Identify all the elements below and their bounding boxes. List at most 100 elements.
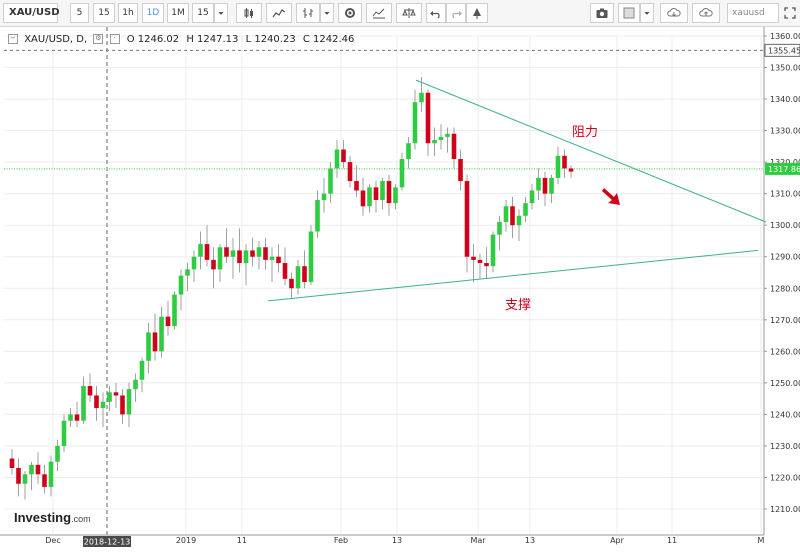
legend-symbol: XAU/USD, D, bbox=[24, 34, 88, 45]
candle-body bbox=[139, 360, 145, 380]
candle-body bbox=[445, 133, 450, 137]
candle-body bbox=[22, 474, 28, 484]
candle-up bbox=[146, 322, 151, 374]
candle-body bbox=[113, 392, 119, 396]
candle-body bbox=[373, 187, 379, 200]
bars-chart-icon[interactable] bbox=[296, 3, 320, 23]
settings-gear-icon[interactable] bbox=[338, 3, 362, 23]
redo-icon[interactable] bbox=[446, 3, 466, 23]
candle-body bbox=[198, 244, 203, 257]
price-tick-label: 1360.00 bbox=[770, 32, 800, 41]
price-axis: 1360.00 1350.00 1340.00 1330.00 1320.00 1310.… bbox=[763, 27, 800, 535]
candle-body bbox=[432, 140, 437, 144]
candle-body bbox=[334, 149, 340, 169]
candle-body bbox=[165, 316, 171, 327]
candle-up bbox=[399, 152, 405, 191]
resistance-label: 阻力 bbox=[572, 125, 598, 140]
drawing-tools-icon[interactable] bbox=[466, 3, 488, 23]
candle-body bbox=[100, 401, 106, 409]
candle-body bbox=[360, 190, 366, 207]
candle-up bbox=[243, 244, 249, 286]
time-tick-label: Feb bbox=[334, 536, 348, 545]
interval-1d-button[interactable]: 1D bbox=[142, 3, 164, 23]
candle-up bbox=[555, 146, 561, 185]
time-axis: Dec 2019 11 Feb 13 Mar 13 Apr 11 M 2018-12-13 bbox=[0, 534, 765, 547]
candle-body bbox=[497, 222, 502, 235]
price-tick-label: 1280.00 bbox=[770, 284, 800, 293]
candle-down bbox=[341, 140, 346, 169]
collapse-icon[interactable]: − bbox=[8, 34, 18, 44]
down-arrow-icon bbox=[602, 188, 620, 205]
candle-up bbox=[22, 471, 28, 500]
candle-body bbox=[490, 234, 496, 267]
symbol-input[interactable]: XAU/USD bbox=[3, 3, 60, 23]
area-chart-icon[interactable] bbox=[266, 3, 292, 23]
price-tick-label: 1290.00 bbox=[770, 253, 800, 262]
candle-body bbox=[263, 247, 268, 260]
candle-down bbox=[74, 401, 80, 428]
candle-down bbox=[542, 171, 548, 207]
candle-down bbox=[282, 247, 288, 286]
interval-1h-button[interactable]: 1h bbox=[118, 3, 138, 23]
candle-down bbox=[458, 149, 463, 191]
interval-5-button[interactable]: 5 bbox=[70, 3, 89, 23]
candle-body bbox=[549, 177, 554, 194]
candle-down bbox=[42, 464, 47, 494]
candle-up bbox=[497, 215, 502, 251]
candlestick-chart-svg[interactable]: 1360.00 1350.00 1340.00 1330.00 1320.00 1310.… bbox=[0, 27, 800, 549]
candle-down bbox=[477, 253, 483, 279]
candle-up bbox=[438, 124, 444, 150]
candle-body bbox=[61, 420, 67, 446]
candle-up bbox=[139, 357, 145, 393]
candle-up bbox=[172, 291, 177, 330]
interval-15-button[interactable]: 15 bbox=[93, 3, 115, 23]
candle-body bbox=[451, 133, 457, 159]
chart-toolbar: XAU/USD 5 15 1h 1D 1M 15 bbox=[0, 0, 800, 27]
candle-up bbox=[295, 259, 301, 295]
candle-body bbox=[172, 294, 177, 327]
chart-type-dropdown-chevron-icon[interactable] bbox=[320, 3, 334, 23]
candle-down bbox=[562, 149, 567, 178]
candle-body bbox=[237, 250, 242, 264]
legend-hide-icon[interactable]: · bbox=[109, 34, 120, 44]
candle-up bbox=[256, 240, 262, 270]
interval-select[interactable]: 15 bbox=[192, 3, 214, 23]
candles-group bbox=[9, 76, 574, 500]
time-tick-label: Dec bbox=[45, 536, 60, 545]
candle-down bbox=[120, 389, 125, 424]
symbol-search-input[interactable]: xauusd bbox=[727, 3, 779, 23]
scales-compare-icon[interactable] bbox=[396, 3, 422, 23]
template-square-icon[interactable] bbox=[618, 3, 640, 23]
legend-settings-icon[interactable]: ⚙ bbox=[93, 34, 104, 44]
candle-body bbox=[230, 250, 236, 257]
logo-suffix: .com bbox=[71, 514, 91, 524]
candle-down bbox=[250, 237, 255, 267]
candle-body bbox=[185, 269, 190, 276]
legend-low: L 1240.23 bbox=[245, 34, 296, 45]
cloud-load-icon[interactable] bbox=[660, 3, 688, 23]
candle-up bbox=[516, 209, 522, 241]
candle-body bbox=[380, 181, 385, 200]
dashed-level-box bbox=[764, 43, 800, 57]
template-dropdown-chevron-icon[interactable] bbox=[640, 3, 654, 23]
crosshair-date-label: 2018-12-13 bbox=[84, 538, 131, 547]
candles-icon[interactable] bbox=[236, 3, 262, 23]
candle-body bbox=[146, 332, 151, 361]
candle-body bbox=[133, 379, 138, 390]
price-tick-label: 1310.00 bbox=[770, 190, 800, 199]
candle-body bbox=[204, 244, 210, 260]
interval-1m-button[interactable]: 1M bbox=[167, 3, 189, 23]
candle-body bbox=[74, 414, 80, 421]
indicators-icon[interactable] bbox=[366, 3, 392, 23]
candle-body bbox=[107, 392, 112, 402]
interval-dropdown-chevron-icon[interactable] bbox=[214, 3, 228, 23]
camera-icon[interactable] bbox=[590, 3, 614, 23]
cloud-save-icon[interactable] bbox=[692, 3, 720, 23]
candle-down bbox=[510, 196, 515, 238]
candle-body bbox=[211, 259, 216, 270]
fullscreen-icon[interactable] bbox=[782, 3, 798, 23]
candle-body bbox=[29, 464, 34, 475]
price-chart[interactable]: 1360.00 1350.00 1340.00 1330.00 1320.00 1310.… bbox=[0, 27, 800, 549]
undo-icon[interactable] bbox=[426, 3, 446, 23]
candle-down bbox=[224, 228, 229, 264]
